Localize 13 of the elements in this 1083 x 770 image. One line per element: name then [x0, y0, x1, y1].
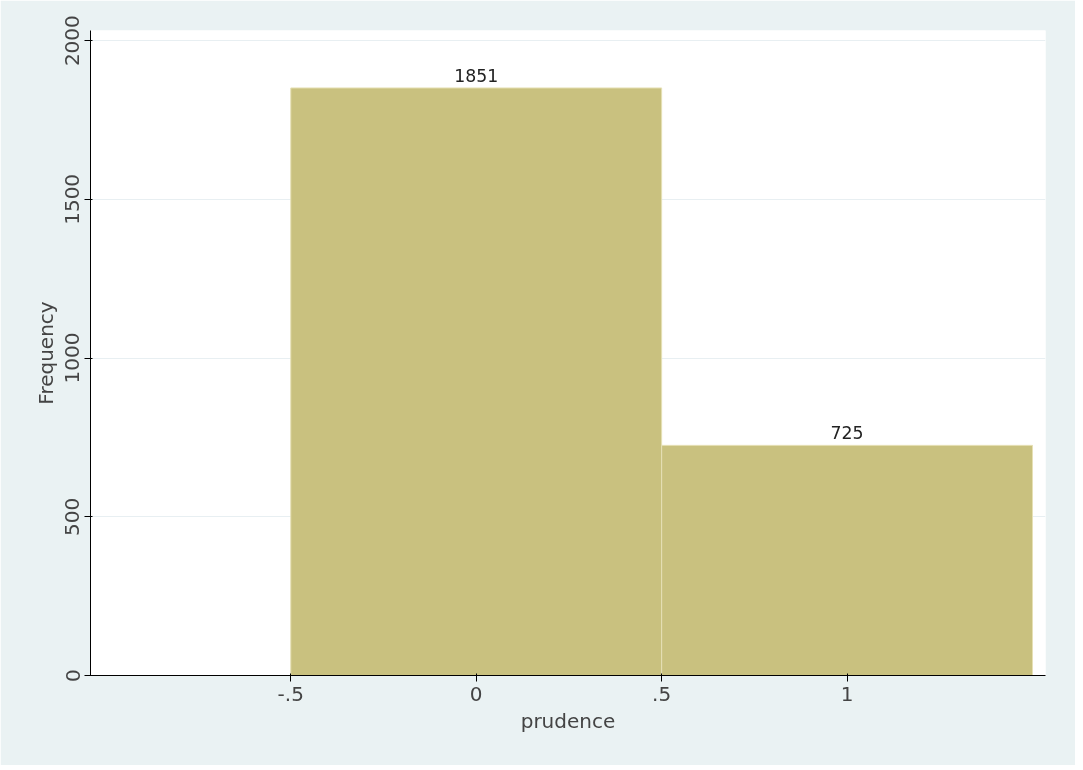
- data-label: 1851: [454, 65, 499, 86]
- x-tick-label: 0: [469, 681, 483, 706]
- x-tick-label: -.5: [277, 681, 304, 706]
- x-tick-label: .5: [652, 681, 672, 706]
- y-tick-label: 1000: [60, 332, 85, 384]
- y-tick-label: 2000: [60, 15, 85, 67]
- y-tick-label: 1500: [60, 173, 85, 225]
- x-axis-title: prudence: [520, 708, 616, 733]
- x-tick-label: 1: [840, 681, 854, 706]
- y-axis-title: Frequency: [33, 301, 58, 405]
- y-tick-label: 0: [60, 669, 85, 682]
- data-label: 725: [830, 423, 864, 444]
- y-tick-label: 500: [60, 497, 85, 536]
